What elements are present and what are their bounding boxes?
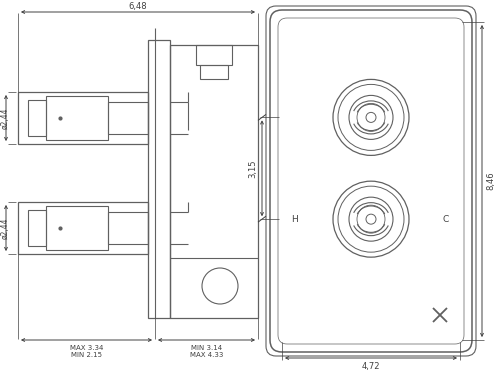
Text: 4,72: 4,72 (362, 362, 380, 371)
Text: 8,46: 8,46 (486, 172, 496, 190)
Bar (18, 202, 148, 254)
Bar (196, 45, 232, 65)
Bar (108, 212, 148, 244)
Text: ø2,44: ø2,44 (0, 107, 10, 129)
Text: 3,15: 3,15 (248, 159, 258, 178)
Bar (28, 100, 46, 136)
Text: MAX 4.33: MAX 4.33 (190, 352, 223, 358)
Text: 6,48: 6,48 (128, 1, 148, 10)
Bar (200, 65, 228, 79)
Bar (46, 96, 108, 140)
Bar (28, 210, 46, 246)
Text: MAX 3.34: MAX 3.34 (70, 345, 103, 351)
Text: C: C (443, 215, 449, 224)
Text: MIN 2.15: MIN 2.15 (71, 352, 102, 358)
Bar (108, 102, 148, 134)
Bar (18, 92, 148, 144)
Bar (148, 40, 170, 318)
Text: ø2,44: ø2,44 (0, 217, 10, 239)
Text: H: H (290, 215, 298, 224)
Bar (46, 206, 108, 250)
Bar (170, 45, 258, 318)
Text: MIN 3.14: MIN 3.14 (191, 345, 222, 351)
